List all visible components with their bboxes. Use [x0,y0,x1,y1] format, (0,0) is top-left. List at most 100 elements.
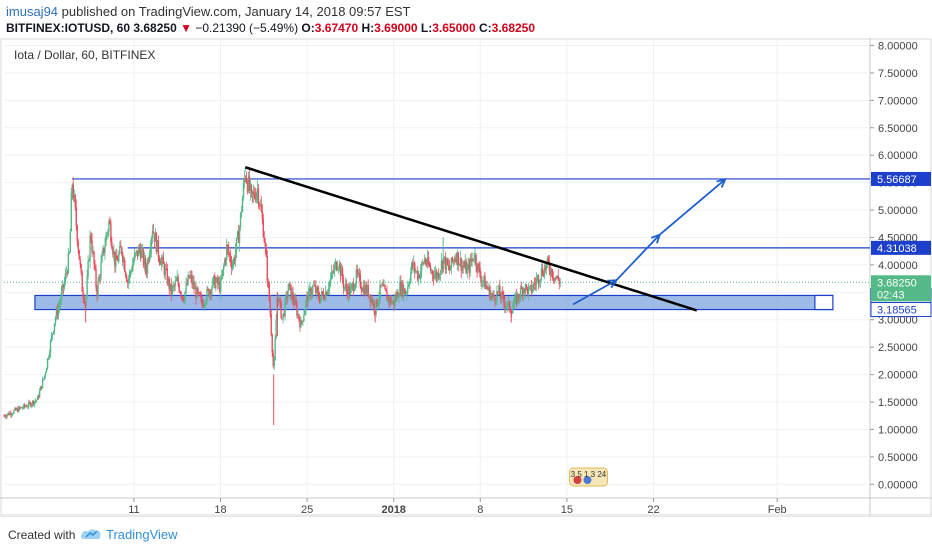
candle-body [178,284,180,292]
candle-body [471,258,473,262]
candle-body [362,285,364,292]
descending-trendline[interactable] [244,166,698,312]
candle-body [290,284,292,299]
candle-body [430,270,433,272]
candle-body [287,290,289,299]
candle-body [334,261,337,266]
candle-body [509,301,511,311]
candle-body [257,188,260,204]
candle-body [29,402,31,403]
candle-body [95,268,97,288]
support-zone-handle[interactable] [814,294,834,311]
candle-body [17,408,19,412]
candle-body [435,271,438,279]
candle-body [228,253,231,256]
candle-body [521,288,524,296]
candle-body [375,299,377,314]
candle-body [4,415,6,417]
candle-body [148,254,151,262]
candle-body [7,413,9,415]
support-zone-rectangle[interactable] [34,294,834,311]
candle-body [248,176,251,191]
projection-arrow-line[interactable] [572,279,617,306]
candle-body [376,299,378,306]
candle-body [265,246,267,257]
candle-body [152,231,155,233]
candle-body [254,196,257,201]
candle-body [315,285,317,293]
candle-body [463,266,465,268]
candle-body [456,252,458,264]
candle-body [43,375,46,379]
candle-body [425,263,428,265]
candle-body [382,283,384,287]
candle-body [296,304,298,316]
candle-body [65,272,68,274]
created-with-text: Created with [8,528,76,542]
candle-body [365,285,367,294]
candle-body [527,287,530,295]
symbol-name: BITFINEX:IOTUSD, 60 [6,21,131,35]
candle-body [118,253,120,262]
events-flag-icon [573,476,582,484]
candle-body [407,285,409,293]
candle-body [359,274,361,287]
candle-body [62,284,65,288]
candle-body [488,286,490,291]
candle-body [241,198,244,212]
candle-body [213,275,215,279]
projection-arrow-line[interactable] [615,234,661,281]
candle-body [344,284,347,288]
chart-area[interactable]: 8.000007.500007.000006.500006.000005.500… [0,38,932,516]
price-chart[interactable]: 8.000007.500007.000006.500006.000005.500… [0,38,932,516]
candle-body [59,301,62,305]
price-tick-label: 2.00000 [878,370,918,382]
candle-body [184,291,186,301]
candle-body [99,276,101,278]
candle-body [330,271,333,278]
candle-body [513,303,515,308]
candle-body [16,408,18,411]
price-tick-label: 5.00000 [878,205,918,217]
candle-body [352,283,355,292]
candle-body [18,407,20,412]
candle-body [250,184,253,191]
candle-body [434,271,437,275]
candle-body [441,260,444,269]
author-link[interactable]: imusaj94 [6,4,59,19]
candle-body [346,289,349,297]
candle-body [320,296,322,303]
candle-body [520,287,523,289]
candle-body [10,412,12,416]
candle-body [121,247,123,254]
price-tick-label: 0.00000 [878,479,918,491]
candle-body [286,294,288,299]
projection-arrow-line[interactable] [659,178,726,236]
candle-body [541,268,544,275]
candle-body [212,278,214,288]
low-label: L: [420,21,433,35]
candle-body [496,291,498,302]
candle-body [514,294,517,298]
candle-body [189,275,191,278]
candle-body [392,300,394,302]
candle-body [273,359,275,366]
candle-body [233,259,236,261]
candle-body [269,300,271,315]
candle-body [445,258,448,270]
candle-body [440,260,443,271]
candle-body [522,288,525,296]
candle-body [73,195,75,199]
candle-body [208,289,210,297]
candle-body [100,262,102,278]
candle-body [66,272,69,274]
candle-body [411,262,413,272]
tradingview-brand-link[interactable]: TradingView [106,527,178,542]
candle-body [505,306,507,308]
candle-body [32,400,34,405]
candle-body [225,244,228,261]
candle-body [417,274,420,280]
level-price-tag-box [871,240,931,255]
candle-body [452,260,455,262]
projection-arrow-head [716,177,727,188]
